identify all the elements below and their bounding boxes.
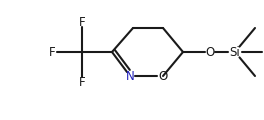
Text: Si: Si: [230, 45, 241, 59]
Text: N: N: [126, 69, 134, 83]
Text: F: F: [49, 45, 55, 59]
Text: O: O: [205, 45, 215, 59]
Text: F: F: [79, 15, 85, 29]
Text: O: O: [158, 69, 168, 83]
Text: F: F: [79, 75, 85, 89]
